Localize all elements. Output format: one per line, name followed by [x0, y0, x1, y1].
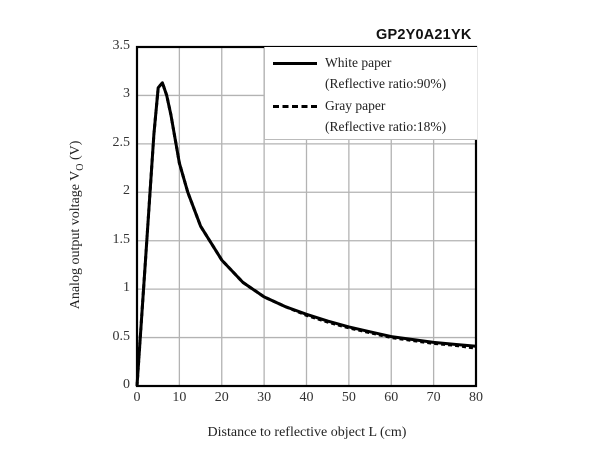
x-tick-label: 0 — [133, 390, 141, 405]
legend-item-gray-paper: Gray paper — [273, 98, 385, 114]
x-axis-label: Distance to reflective object L (cm) — [207, 425, 407, 440]
y-axis-label-text: Analog output voltage V — [68, 170, 84, 310]
y-tick-label: 3.5 — [112, 38, 131, 53]
y-tick-label: 2.5 — [112, 134, 131, 150]
data-series — [135, 81, 477, 387]
y-tick-label: 1 — [123, 280, 130, 296]
x-tick-label: 70 — [426, 390, 441, 405]
x-tick-label: 80 — [469, 390, 483, 405]
y-tick-label: 1.5 — [112, 231, 131, 247]
y-axis-label: Analog output voltage VO (V) — [68, 95, 86, 355]
y-tick-label: 2 — [123, 183, 130, 199]
legend-item-white-paper: White paper — [273, 55, 391, 71]
x-tick-label: 10 — [172, 390, 187, 405]
white-paper-line — [135, 81, 477, 387]
dashed-line-icon — [273, 105, 317, 109]
y-tick-label: 0.5 — [112, 328, 131, 344]
x-tick-label: 20 — [214, 390, 229, 405]
x-tick-label: 30 — [257, 390, 272, 405]
legend: White paper (Reflective ratio:90%) Gray … — [264, 47, 477, 140]
x-tick-label: 60 — [384, 390, 399, 405]
y-axis-label-unit: (V) — [68, 140, 84, 164]
legend-label: Gray paper — [325, 98, 386, 113]
x-tick-label: 40 — [299, 390, 314, 405]
x-tick-label: 50 — [341, 390, 356, 405]
legend-note: (Reflective ratio:18%) — [325, 119, 447, 134]
y-tick-label: 0 — [123, 377, 130, 392]
chart-title: GP2Y0A21YK — [376, 27, 472, 43]
legend-note: (Reflective ratio:90%) — [325, 76, 447, 91]
y-tick-label: 3 — [123, 86, 130, 102]
legend-label: White paper — [325, 55, 392, 70]
y-axis-label-subscript: O — [74, 163, 86, 171]
solid-line-icon — [273, 62, 317, 66]
